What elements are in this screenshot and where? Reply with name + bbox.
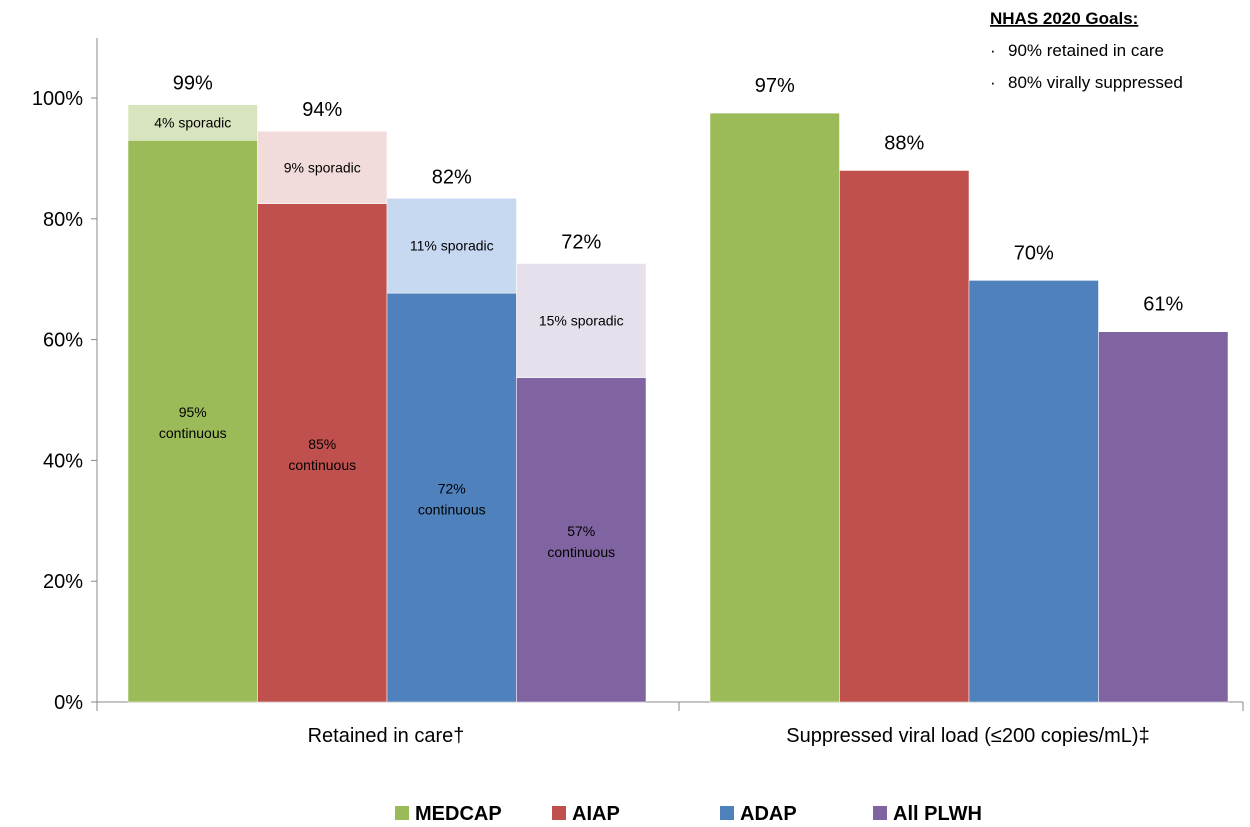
legend-swatch (873, 806, 887, 820)
total-data-label: 82% (432, 166, 472, 188)
bar-retained-continuous (386, 292, 517, 703)
sporadic-data-label: 15% sporadic (539, 313, 624, 329)
y-tick-label: 40% (43, 450, 83, 472)
y-tick-label: 60% (43, 330, 83, 352)
x-category-label: Suppressed viral load (≤200 copies/mL)‡ (786, 725, 1149, 747)
goals-box: NHAS 2020 Goals: · 90% retained in care … (990, 9, 1183, 92)
legend-swatch (552, 806, 566, 820)
data-labels: 99% 4% sporadic 95% continuous 94% 9% sporadi… (154, 73, 1183, 747)
suppressed-data-label: 88% (884, 132, 924, 154)
sporadic-data-label: 4% sporadic (154, 114, 231, 130)
legend-label: MEDCAP (415, 803, 502, 825)
suppressed-data-label: 70% (1014, 242, 1054, 264)
bar-suppressed (968, 280, 1099, 703)
suppressed-data-label: 97% (755, 75, 795, 97)
total-data-label: 94% (302, 99, 342, 121)
bar-retained-continuous (127, 140, 258, 703)
sporadic-data-label: 11% sporadic (410, 238, 494, 254)
continuous-data-label: continuous (159, 425, 227, 441)
total-data-label: 72% (561, 231, 601, 253)
legend-label: AIAP (572, 803, 620, 825)
bar-retained-sporadic (516, 263, 647, 378)
y-tick-label: 0% (54, 692, 83, 714)
continuous-data-label: continuous (547, 544, 615, 560)
continuous-data-label: 85% (308, 436, 336, 452)
legend: MEDCAP AIAP ADAP All PLWH (395, 803, 982, 825)
y-tick-label: 100% (32, 88, 83, 110)
goals-title: NHAS 2020 Goals: (990, 9, 1138, 28)
bar-suppressed (839, 170, 970, 703)
bar-retained-sporadic (257, 130, 388, 204)
continuous-data-label: 95% (179, 404, 207, 420)
sporadic-data-label: 9% sporadic (284, 159, 361, 175)
continuous-data-label: 57% (567, 523, 595, 539)
goals-bullet-2: · (990, 73, 996, 92)
suppressed-data-label: 61% (1143, 294, 1183, 316)
y-tick-label: 20% (43, 571, 83, 593)
legend-swatch (720, 806, 734, 820)
legend-swatch (395, 806, 409, 820)
goals-item-2: 80% virally suppressed (1008, 73, 1183, 92)
goals-item-1: 90% retained in care (1008, 41, 1164, 60)
continuous-data-label: continuous (288, 457, 356, 473)
legend-label: ADAP (740, 803, 797, 825)
legend-label: All PLWH (893, 803, 982, 825)
total-data-label: 99% (173, 73, 213, 95)
continuous-data-label: 72% (438, 481, 466, 497)
goals-bullet-1: · (990, 41, 996, 60)
bar-retained-sporadic (127, 104, 258, 141)
continuous-data-label: continuous (418, 502, 486, 518)
x-category-label: Retained in care† (308, 725, 465, 747)
bar-retained-continuous (257, 203, 388, 703)
bar-suppressed (709, 112, 840, 703)
bar-retained-sporadic (386, 198, 517, 294)
bar-suppressed (1098, 331, 1229, 703)
bar-retained-continuous (516, 377, 647, 703)
bars (127, 104, 1229, 703)
y-tick-label: 80% (43, 209, 83, 231)
